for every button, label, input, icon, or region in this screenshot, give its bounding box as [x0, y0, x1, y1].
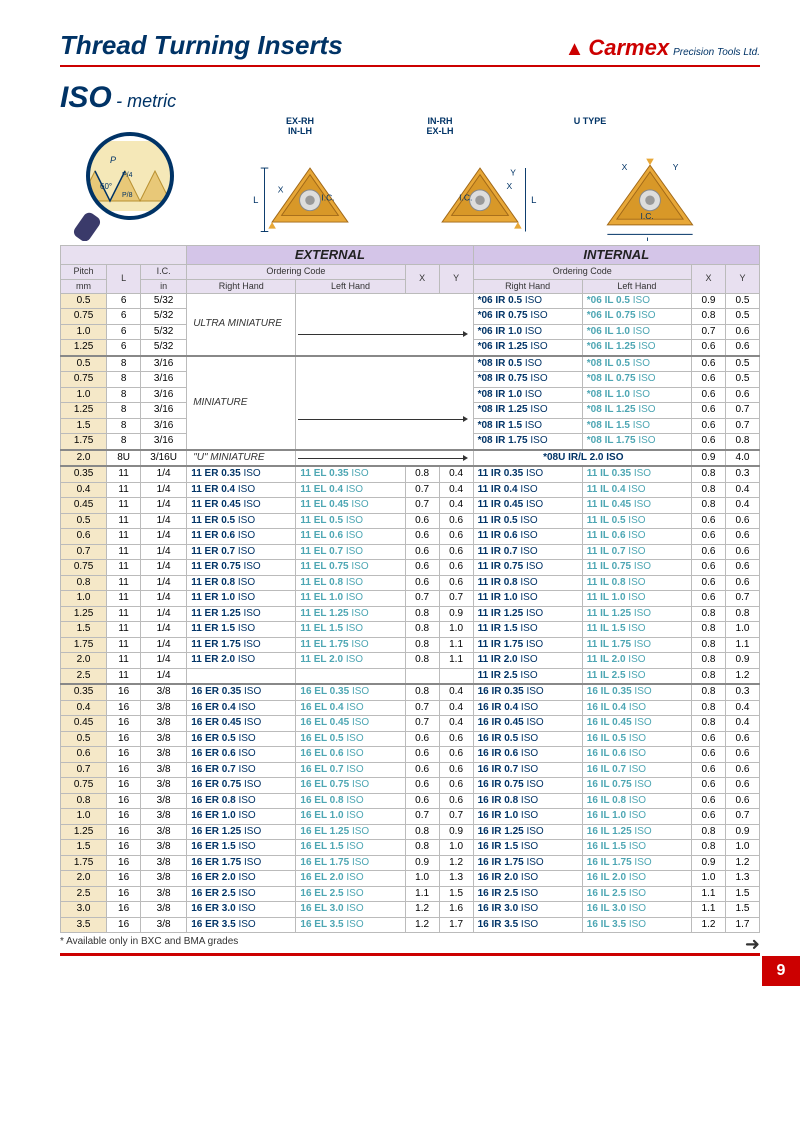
- svg-text:I.C.: I.C.: [641, 211, 654, 221]
- table-row: 0.4111/411 ER 0.4 ISO11 EL 0.4 ISO0.70.4…: [61, 482, 760, 498]
- svg-text:L: L: [646, 236, 651, 241]
- diagram-row: EX-RHIN-LH IN-RHEX-LH U TYPE P 60° P/4 P…: [60, 121, 760, 241]
- table-row: 0.5111/411 ER 0.5 ISO11 EL 0.5 ISO0.60.6…: [61, 513, 760, 529]
- page-number: 9: [762, 956, 800, 986]
- table-row: 0.5163/816 ER 0.5 ISO16 EL 0.5 ISO0.60.6…: [61, 731, 760, 747]
- table-row: 1.5111/411 ER 1.5 ISO11 EL 1.5 ISO0.81.0…: [61, 622, 760, 638]
- svg-text:I.C.: I.C.: [459, 192, 472, 202]
- table-row: 0.7111/411 ER 0.7 ISO11 EL 0.7 ISO0.60.6…: [61, 544, 760, 560]
- iso-heading: ISO - metric: [60, 81, 760, 115]
- table-row: 1.75111/411 ER 1.75 ISO11 EL 1.75 ISO0.8…: [61, 637, 760, 653]
- table-row: 0.45111/411 ER 0.45 ISO11 EL 0.45 ISO0.7…: [61, 498, 760, 514]
- table-row: 2.0111/411 ER 2.0 ISO11 EL 2.0 ISO0.81.1…: [61, 653, 760, 669]
- brand-logo: ▲ Carmex Precision Tools Ltd.: [565, 35, 760, 61]
- svg-text:Y: Y: [510, 168, 516, 178]
- svg-text:60°: 60°: [100, 182, 112, 191]
- svg-text:L: L: [253, 195, 258, 206]
- label-utype: U TYPE: [560, 117, 620, 127]
- svg-text:X: X: [278, 185, 284, 195]
- table-body: 0.565/32ULTRA MINIATURE*06 IR 0.5 ISO*06…: [61, 293, 760, 933]
- table-row: 1.0111/411 ER 1.0 ISO11 EL 1.0 ISO0.70.7…: [61, 591, 760, 607]
- svg-text:X: X: [507, 181, 513, 191]
- internal-header: INTERNAL: [473, 246, 759, 265]
- continue-arrow-icon: ➜: [745, 934, 760, 955]
- svg-text:Y: Y: [673, 162, 679, 172]
- insert-exrh-diagram: L X I.C.: [240, 151, 380, 241]
- table-row: 3.5163/816 ER 3.5 ISO16 EL 3.5 ISO1.21.7…: [61, 917, 760, 933]
- table-row: 0.8111/411 ER 0.8 ISO11 EL 0.8 ISO0.60.6…: [61, 575, 760, 591]
- table-row: 1.25111/411 ER 1.25 ISO11 EL 1.25 ISO0.8…: [61, 606, 760, 622]
- svg-text:P/4: P/4: [122, 172, 133, 179]
- insert-inrh-diagram: L I.C. X Y: [410, 151, 550, 241]
- page-title: Thread Turning Inserts: [60, 30, 343, 61]
- label-inrh: IN-RHEX-LH: [410, 117, 470, 137]
- table-row: 3.0163/816 ER 3.0 ISO16 EL 3.0 ISO1.21.6…: [61, 902, 760, 918]
- page-header: Thread Turning Inserts ▲ Carmex Precisio…: [60, 30, 760, 67]
- table-row: 1.5163/816 ER 1.5 ISO16 EL 1.5 ISO0.81.0…: [61, 840, 760, 856]
- svg-text:P: P: [110, 155, 116, 165]
- table-row: 1.75163/816 ER 1.75 ISO16 EL 1.75 ISO0.9…: [61, 855, 760, 871]
- svg-text:L: L: [531, 195, 536, 206]
- brand-sub: Precision Tools Ltd.: [673, 47, 760, 58]
- svg-text:X: X: [622, 162, 628, 172]
- table-row: 0.35163/816 ER 0.35 ISO16 EL 0.35 ISO0.8…: [61, 684, 760, 700]
- table-row: 0.4163/816 ER 0.4 ISO16 EL 0.4 ISO0.70.4…: [61, 700, 760, 716]
- table-row: 2.5163/816 ER 2.5 ISO16 EL 2.5 ISO1.11.5…: [61, 886, 760, 902]
- table-row: 0.75163/816 ER 0.75 ISO16 EL 0.75 ISO0.6…: [61, 778, 760, 794]
- svg-text:I.C.: I.C.: [321, 192, 334, 202]
- table-row: 0.35111/411 ER 0.35 ISO11 EL 0.35 ISO0.8…: [61, 466, 760, 482]
- logo-icon: ▲: [565, 38, 585, 61]
- brand-name: Carmex: [588, 35, 669, 61]
- iso-title: ISO: [60, 81, 112, 114]
- bottom-rule: [60, 953, 760, 956]
- iso-subtitle: - metric: [116, 91, 176, 111]
- insert-table: EXTERNAL INTERNAL Pitch L I.C. Ordering …: [60, 245, 760, 933]
- table-row: 1.0163/816 ER 1.0 ISO16 EL 1.0 ISO0.70.7…: [61, 809, 760, 825]
- table-row: 2.0163/816 ER 2.0 ISO16 EL 2.0 ISO1.01.3…: [61, 871, 760, 887]
- table-row: 0.6111/411 ER 0.6 ISO11 EL 0.6 ISO0.60.6…: [61, 529, 760, 545]
- external-header: EXTERNAL: [187, 246, 473, 265]
- table-row: 0.565/32ULTRA MINIATURE*06 IR 0.5 ISO*06…: [61, 293, 760, 309]
- svg-text:P/8: P/8: [122, 192, 133, 199]
- insert-utype-diagram: L I.C. X Y: [580, 151, 720, 241]
- table-row: 0.8163/816 ER 0.8 ISO16 EL 0.8 ISO0.60.6…: [61, 793, 760, 809]
- table-row: 0.583/16MINIATURE*08 IR 0.5 ISO*08 IL 0.…: [61, 356, 760, 372]
- footnote: * Available only in BXC and BMA grades ➜: [60, 936, 760, 947]
- table-row: 0.6163/816 ER 0.6 ISO16 EL 0.6 ISO0.60.6…: [61, 747, 760, 763]
- table-row: 1.25163/816 ER 1.25 ISO16 EL 1.25 ISO0.8…: [61, 824, 760, 840]
- table-row: 0.45163/816 ER 0.45 ISO16 EL 0.45 ISO0.7…: [61, 716, 760, 732]
- table-row: 2.08U3/16U"U" MINIATURE*08U IR/L 2.0 ISO…: [61, 450, 760, 467]
- table-row: 0.75111/411 ER 0.75 ISO11 EL 0.75 ISO0.6…: [61, 560, 760, 576]
- magnifier-diagram: P 60° P/4 P/8: [60, 131, 210, 241]
- table-row: 2.5111/411 IR 2.5 ISO11 IL 2.5 ISO0.81.2: [61, 668, 760, 684]
- label-exrh: EX-RHIN-LH: [270, 117, 330, 137]
- table-row: 0.7163/816 ER 0.7 ISO16 EL 0.7 ISO0.60.6…: [61, 762, 760, 778]
